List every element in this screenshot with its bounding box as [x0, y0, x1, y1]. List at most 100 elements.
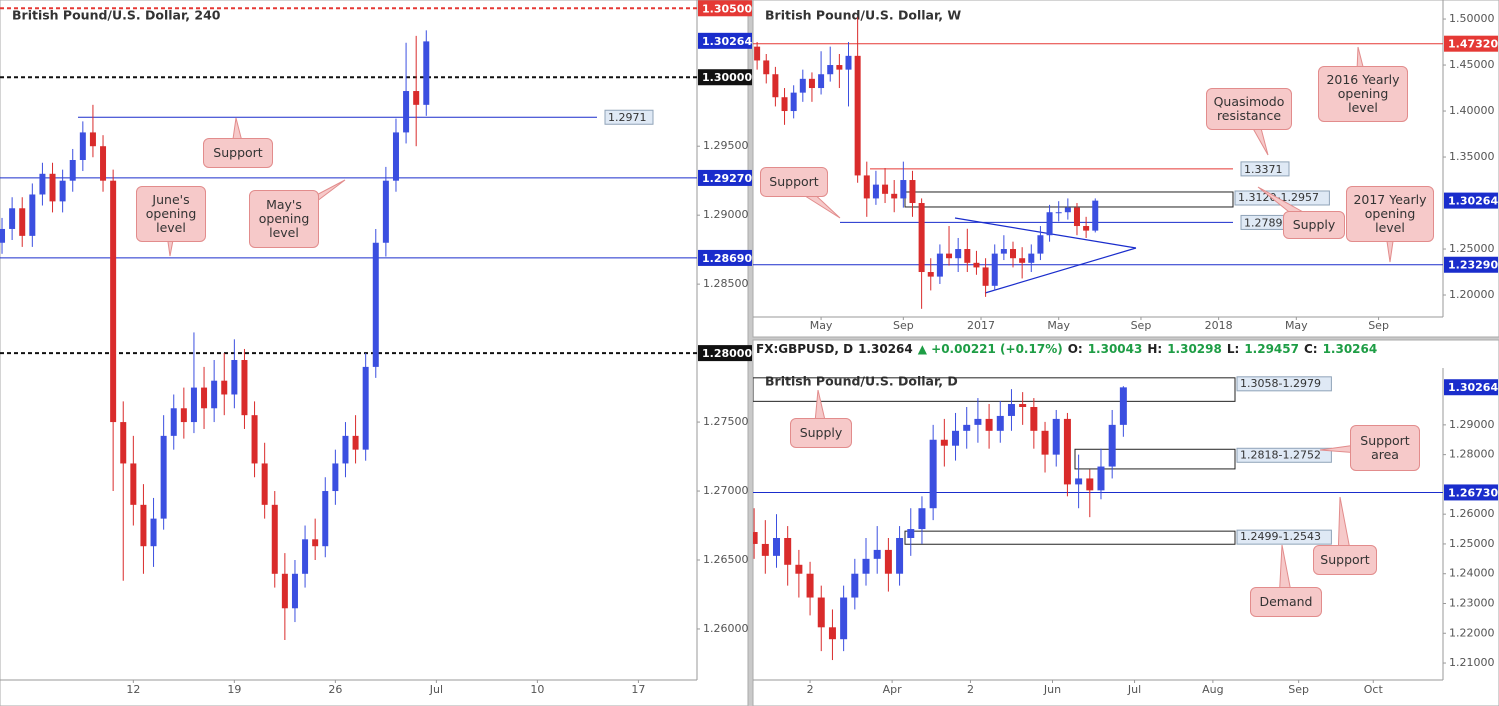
candle-body [955, 249, 962, 259]
candle-body [140, 504, 147, 547]
candle-body [69, 160, 76, 181]
candle-body [39, 173, 46, 195]
x-tick-label: 17 [631, 683, 645, 696]
level-tag [1444, 484, 1498, 501]
candle-body [781, 97, 788, 112]
candle-body [281, 573, 288, 609]
level-tag [698, 0, 752, 17]
candle-body [1010, 249, 1017, 259]
ohlc-label: O: [1067, 342, 1083, 356]
candle-body [120, 422, 127, 464]
y-tick-label: 1.27500 [703, 415, 749, 428]
candle-body [772, 537, 780, 556]
level-tag-label: 1.28690 [702, 252, 752, 265]
candle-body [362, 366, 369, 450]
level-tag-label: 1.30500 [702, 2, 752, 15]
candle-body [1119, 387, 1127, 425]
candle-body [1019, 404, 1027, 407]
candle-body [918, 203, 925, 273]
candle-body [808, 78, 815, 89]
ohlc-value: 1.30298 [1167, 342, 1222, 356]
candle-body [991, 253, 998, 286]
candle-body [795, 564, 803, 574]
candle-body [940, 439, 948, 446]
level-box-label: 1.2789 [1244, 216, 1283, 229]
level-tag [698, 249, 752, 266]
y-tick-label: 1.35000 [1449, 150, 1495, 163]
candle-body [900, 180, 907, 199]
candle-body [241, 360, 248, 416]
callout: June's opening level [136, 186, 206, 242]
candle-body [271, 504, 278, 574]
level-tag-label: 1.47320 [1448, 38, 1498, 51]
candle-body [19, 208, 26, 236]
x-tick-label: Sep [1368, 319, 1389, 332]
candle-body [761, 543, 769, 556]
candle-body [312, 539, 319, 547]
candle-body [973, 262, 980, 268]
x-tick-label: 10 [530, 683, 544, 696]
candle-body [863, 175, 870, 199]
candle-body [891, 193, 898, 199]
callout: Demand [1250, 587, 1322, 617]
zone-label-box [1236, 529, 1332, 545]
candle-body [1063, 418, 1071, 485]
candle-body [754, 46, 761, 61]
x-tick-label: 2 [967, 683, 974, 696]
price-tag [1444, 192, 1498, 209]
candle-body [790, 92, 797, 112]
candle-body [190, 387, 197, 423]
ohlc-value: 1.30043 [1087, 342, 1143, 356]
x-tick-label: Sep [1288, 683, 1309, 696]
candle-body [1097, 466, 1105, 491]
candle-body [884, 549, 892, 574]
y-tick-label: 1.29500 [703, 139, 749, 152]
zone [753, 377, 1236, 402]
level-box [1240, 161, 1290, 177]
level-tag [698, 69, 752, 86]
candle-body [49, 173, 56, 202]
candle-body [799, 78, 806, 93]
y-tick-label: 1.28500 [703, 277, 749, 290]
candle-body [996, 415, 1004, 431]
y-tick-label: 1.22000 [1449, 626, 1495, 639]
level-box-label: 1.2971 [608, 111, 647, 124]
candle-body [1030, 407, 1038, 431]
candle-body [1092, 200, 1099, 231]
callout: 2017 Yearly opening level [1346, 186, 1434, 242]
y-tick-label: 1.20000 [1449, 288, 1495, 301]
candle-body [1037, 235, 1044, 254]
zone [904, 191, 1234, 208]
level-tag-label: 1.28000 [702, 347, 752, 360]
zone-label: 1.2499-1.2543 [1240, 530, 1321, 543]
candle-body [423, 41, 430, 105]
candle-body [382, 180, 389, 243]
price-tag [1444, 379, 1498, 396]
x-tick-label: May [810, 319, 833, 332]
x-tick-label: May [1285, 319, 1308, 332]
zone-label: 1.3058-1.2979 [1240, 377, 1321, 390]
candle-body [130, 463, 137, 505]
price-tag-label: 1.30264 [1448, 195, 1498, 208]
candle-body [963, 424, 971, 431]
candle-body [251, 415, 258, 464]
candle-body [79, 132, 86, 160]
candle-body [763, 60, 770, 75]
x-tick-label: Sep [893, 319, 914, 332]
price-tag-label: 1.30264 [702, 35, 752, 48]
candle-body [160, 435, 167, 519]
candle-body [1000, 249, 1007, 254]
callout: 2016 Yearly opening level [1318, 66, 1408, 122]
level-tag [698, 345, 752, 362]
y-tick-label: 1.28000 [1449, 448, 1495, 461]
candle-body [907, 529, 915, 538]
candle-body [964, 249, 971, 263]
candle-body [872, 184, 879, 199]
level-tag-label: 1.29270 [702, 172, 752, 185]
price-change: ▲ +0.00221 (+0.17%) [917, 342, 1063, 356]
level-box [604, 109, 654, 125]
level-tag [1444, 256, 1498, 273]
candle-body [909, 180, 916, 204]
plot [753, 377, 1443, 661]
candle-body [1052, 418, 1060, 455]
